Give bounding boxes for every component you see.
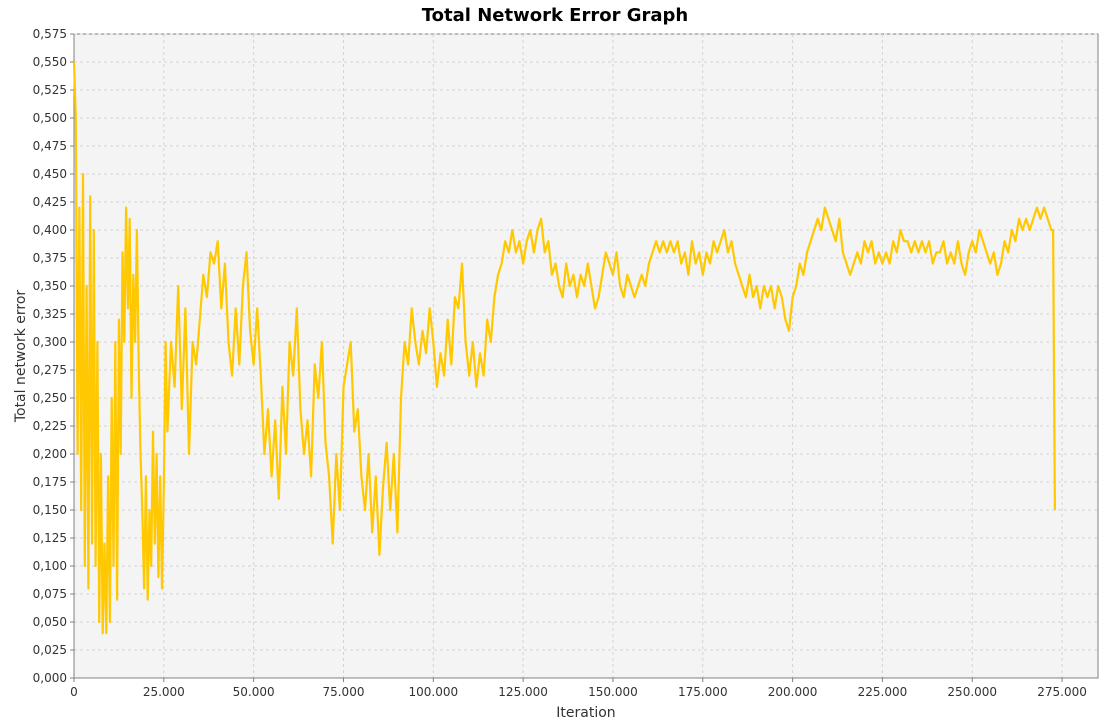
y-tick-label: 0,375 [33, 251, 67, 265]
x-tick-label: 150.000 [588, 685, 638, 699]
x-tick-label: 0 [70, 685, 78, 699]
x-tick-label: 275.000 [1037, 685, 1087, 699]
y-tick-label: 0,150 [33, 503, 67, 517]
y-tick-label: 0,175 [33, 475, 67, 489]
grid-layer [74, 33, 1098, 678]
plot-area [73, 33, 1099, 679]
x-axis-label: Iteration [556, 705, 615, 721]
series-line [72, 61, 1056, 635]
x-tick-label: 25.000 [143, 685, 185, 699]
x-tick-label: 175.000 [678, 685, 728, 699]
y-tick-label: 0,425 [33, 195, 67, 209]
x-tick-label: 225.000 [858, 685, 908, 699]
y-tick-label: 0,475 [33, 139, 67, 153]
y-tick-label: 0,275 [33, 363, 67, 377]
x-tick-label: 100.000 [408, 685, 458, 699]
series-layer [72, 61, 1056, 635]
y-tick-label: 0,500 [33, 111, 67, 125]
y-tick-label: 0,050 [33, 615, 67, 629]
y-tick-label: 0,200 [33, 447, 67, 461]
x-tick-label: 250.000 [947, 685, 997, 699]
y-tick-label: 0,325 [33, 307, 67, 321]
y-tick-label: 0,400 [33, 223, 67, 237]
y-axis-label: Total network error [13, 290, 29, 424]
y-tick-label: 0,525 [33, 83, 67, 97]
y-tick-label: 0,100 [33, 559, 67, 573]
y-tick-label: 0,300 [33, 335, 67, 349]
x-tick-label: 50.000 [233, 685, 275, 699]
axis-layer: 0,000 0,025 0,050 0,075 0,100 0,125 0,150 0,175… [33, 27, 1098, 699]
y-tick-label: 0,575 [33, 27, 67, 41]
x-tick-label: 200.000 [768, 685, 818, 699]
y-tick-label: 0,125 [33, 531, 67, 545]
x-tick-label: 75.000 [322, 685, 364, 699]
y-tick-label: 0,450 [33, 167, 67, 181]
y-tick-label: 0,075 [33, 587, 67, 601]
y-tick-label: 0,225 [33, 419, 67, 433]
x-tick-label: 125.000 [498, 685, 548, 699]
y-tick-label: 0,000 [33, 671, 67, 685]
y-tick-label: 0,550 [33, 55, 67, 69]
y-tick-label: 0,350 [33, 279, 67, 293]
y-tick-label: 0,250 [33, 391, 67, 405]
y-tick-label: 0,025 [33, 643, 67, 657]
chart-title: Total Network Error Graph [422, 5, 688, 26]
